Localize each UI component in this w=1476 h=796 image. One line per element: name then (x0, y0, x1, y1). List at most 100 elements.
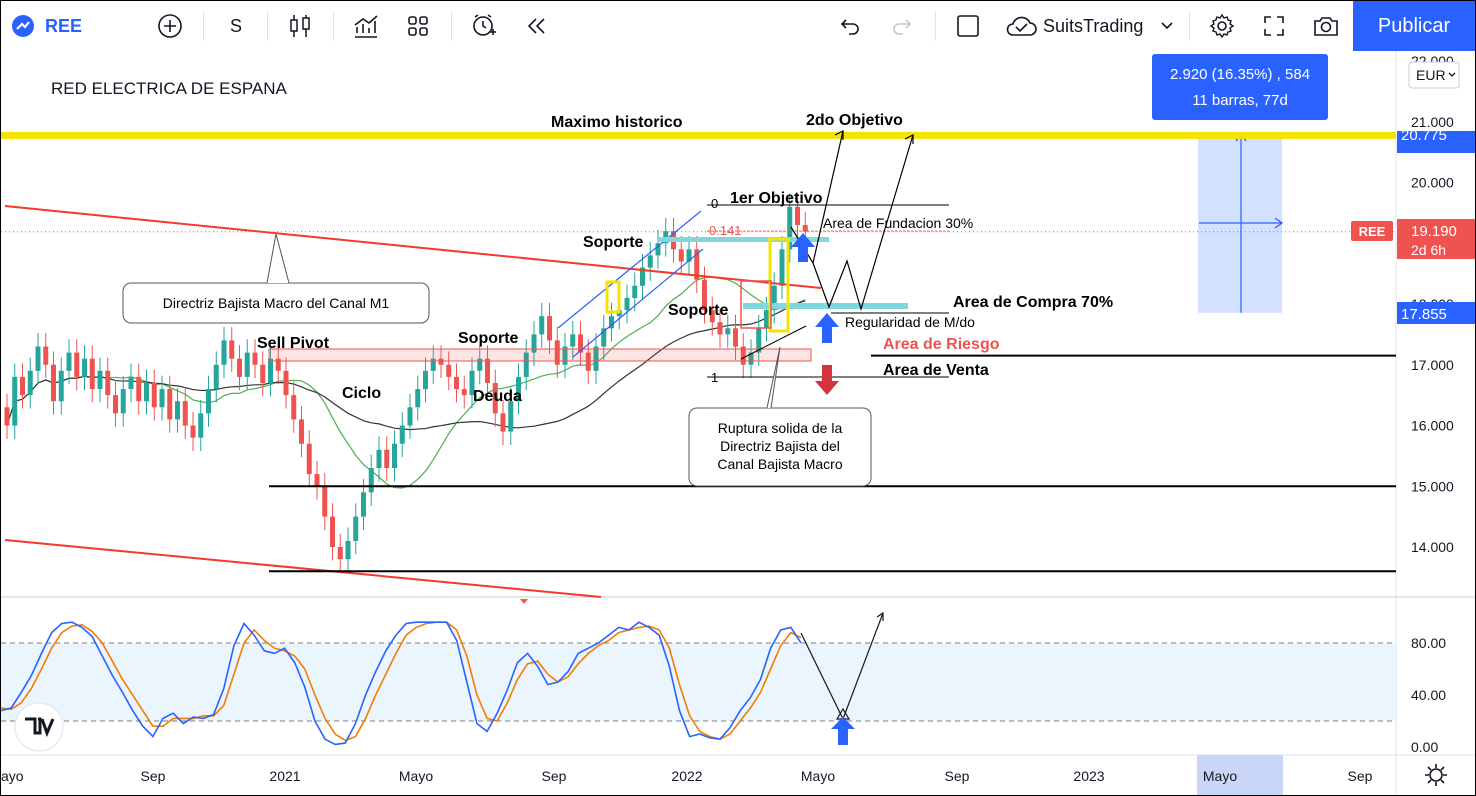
fullscreen-square-icon[interactable] (951, 1, 985, 51)
replay-icon[interactable] (519, 1, 553, 51)
callout-pointer (266, 233, 290, 284)
chevron-down-icon[interactable] (1157, 1, 1177, 51)
stoch-d-line (1, 621, 802, 742)
candle-body (686, 249, 692, 262)
candle-body (423, 370, 428, 390)
annotation-label: Maximo historico (551, 114, 683, 131)
candle-body (376, 449, 382, 469)
candle-body (175, 401, 180, 420)
annotation-label: Area de Fundacion 30% (823, 215, 973, 231)
candle-body (244, 352, 250, 377)
tradingview-logo-icon[interactable] (11, 1, 35, 51)
candle-body (27, 370, 33, 396)
candle-body (182, 401, 188, 426)
layout-name-button[interactable]: SuitsTrading (1043, 15, 1144, 36)
measure-range-box (1198, 135, 1282, 313)
candle-body (795, 206, 800, 226)
candle-body (190, 425, 196, 438)
candle-body (97, 370, 103, 390)
price-badge (1397, 219, 1475, 259)
settings-gear-icon[interactable] (1205, 1, 1239, 51)
candle-body (678, 249, 684, 262)
currency-selector[interactable]: EUR (1408, 61, 1460, 89)
candle-body (314, 474, 320, 487)
time-tick-label: Sep (945, 768, 970, 784)
annotation-label: Ciclo (342, 385, 381, 402)
candle-body (361, 492, 366, 517)
target-projection-line (812, 134, 914, 312)
annotation-label: 0.141 (709, 223, 742, 238)
marker-triangle-icon (520, 599, 528, 604)
candle-body (198, 413, 204, 438)
support-zone (743, 303, 908, 309)
time-settings-gear-icon[interactable] (1425, 764, 1447, 786)
camera-snapshot-icon[interactable] (1309, 1, 1343, 51)
symbol-tag-badge (1351, 221, 1393, 241)
candle-body (756, 328, 762, 353)
interval-button[interactable]: S (229, 15, 242, 36)
oscillator-group (1, 611, 884, 746)
price-badge (1397, 302, 1475, 324)
candle-body (702, 279, 707, 311)
cloud-save-icon[interactable] (1003, 1, 1039, 51)
blue-up-arrow-icon (815, 313, 839, 343)
measure-line2-label: 11 barras, 77d (1192, 92, 1288, 109)
candle-body (275, 358, 281, 371)
candle-body (523, 352, 529, 377)
candle-body (260, 364, 266, 383)
tradingview-watermark-icon (14, 702, 64, 752)
candle-body (407, 407, 413, 426)
candle-body (725, 328, 731, 335)
osc-tick-label: 0.00 (1411, 739, 1438, 755)
candle-body (539, 316, 545, 335)
chart-area[interactable]: 22.00021.00020.00019.00018.00017.00016.0… (1, 51, 1475, 795)
descending-trend-line (4, 539, 602, 598)
annotation-label: Area de Riesgo (883, 336, 1000, 353)
stoch-k-line (1, 621, 802, 746)
symbol-tag-label: REE (1359, 224, 1386, 239)
annotation-label: 0 (711, 196, 718, 211)
candle-body (330, 516, 335, 547)
candle-body (694, 249, 700, 280)
undo-icon[interactable] (833, 1, 867, 51)
countdown-label: 2d 6h (1411, 242, 1446, 258)
top-toolbar: REE S (1, 1, 1475, 52)
compare-add-icon[interactable] (153, 1, 187, 51)
expand-fullscreen-icon[interactable] (1257, 1, 1291, 51)
annotation-label: 1er Objetivo (730, 190, 823, 207)
candle-body (554, 340, 560, 365)
candle-body (454, 376, 459, 390)
measure-info-badge (1152, 54, 1328, 120)
candle-body (787, 206, 793, 250)
drawings-group (1, 54, 1396, 604)
time-tick-label: Sep (141, 768, 166, 784)
candles-chart-type-icon[interactable] (283, 1, 317, 51)
publish-button[interactable]: Publicar (1353, 1, 1475, 51)
time-axis: ayo Sep 2021 Mayo Sep 2022 Mayo Sep 2023 Mayo Sep (1, 768, 1373, 784)
candle-body (237, 358, 242, 377)
alert-clock-icon[interactable] (467, 1, 501, 51)
annotation-labels: 20.775 19.190 2d 6h REE 17.855 2.920 (16.35%)… (163, 66, 1475, 472)
annotation-label: 2do Objetivo (806, 112, 903, 129)
annotation-label: Sell Pivot (257, 335, 330, 352)
annotation-label: Regularidad de M/do (845, 314, 975, 330)
candle-body (268, 358, 273, 383)
symbol-search-button[interactable]: REE (45, 15, 83, 36)
candle-body (500, 413, 506, 432)
candle-body (477, 358, 483, 371)
annotation-label: 1 (711, 370, 718, 385)
time-tick-label: ayo (1, 768, 24, 784)
callout-label: Directriz Bajista Macro del Canal M1 (163, 295, 390, 311)
candle-body (206, 389, 211, 414)
candle-body (167, 389, 173, 420)
callout-box (122, 282, 430, 324)
osc-tick-label: 80.00 (1411, 635, 1446, 651)
layout-grid-icon[interactable] (401, 1, 435, 51)
candle-body (306, 443, 312, 475)
red-highlight-box (740, 280, 772, 329)
redo-icon[interactable] (885, 1, 919, 51)
candle-body (113, 395, 118, 414)
indicators-icon[interactable] (349, 1, 383, 51)
candle-body (51, 364, 56, 402)
candle-body (74, 352, 80, 377)
